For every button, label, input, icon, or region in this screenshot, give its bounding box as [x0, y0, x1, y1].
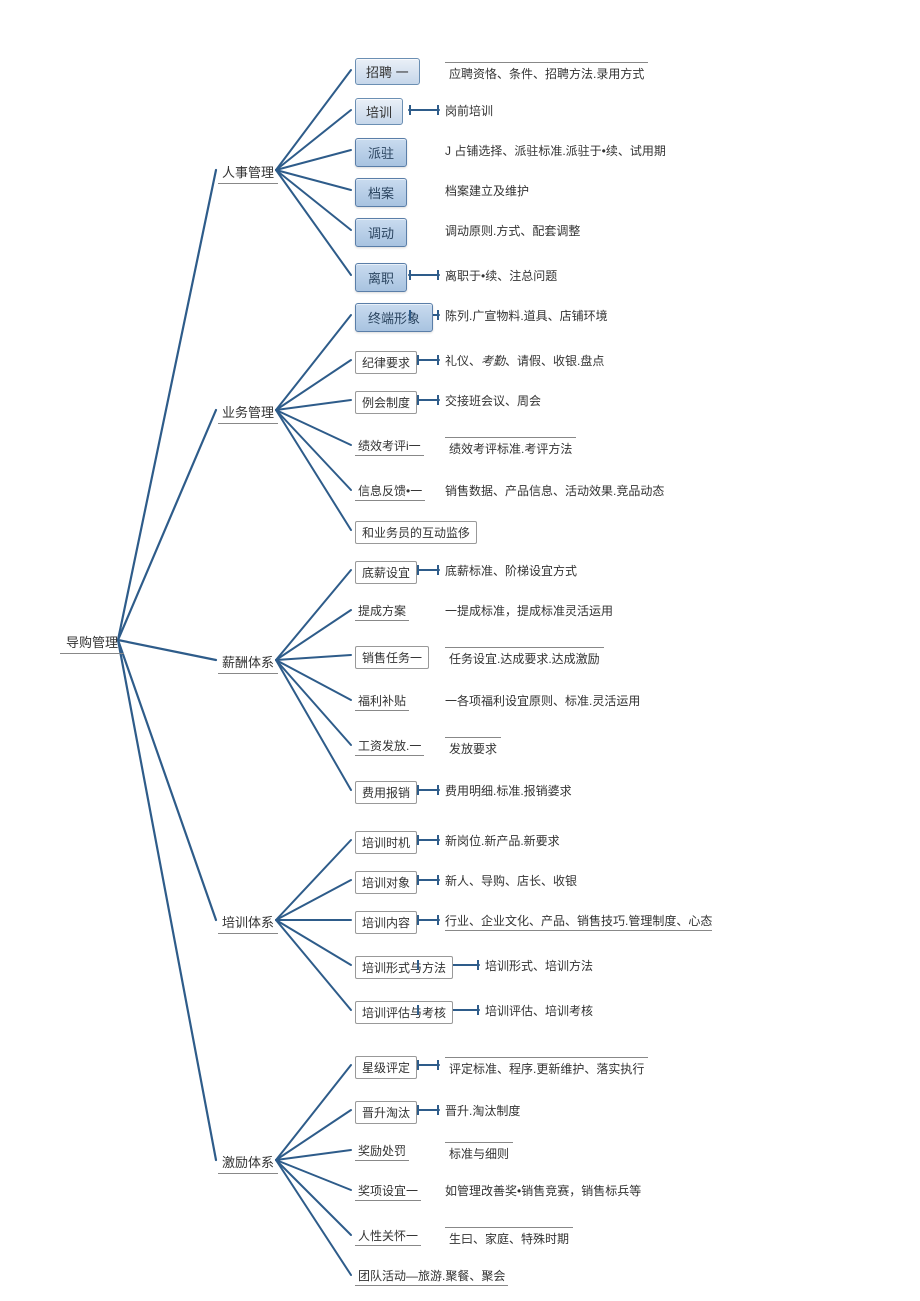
detail-hr-5: 离职于•续、注总问题	[445, 267, 557, 284]
leaf-train-2: 培训内容	[355, 911, 417, 934]
leaf-biz-0: 终端形象	[355, 303, 433, 332]
detail-incent-3: 如管理改善奖•销售竞赛，销售标兵等	[445, 1182, 641, 1199]
detail-hr-1: 岗前培训	[445, 102, 493, 119]
leaf-incent-0: 星级评定	[355, 1056, 417, 1079]
leaf-pay-4: 工资发放.一	[355, 736, 424, 756]
detail-train-4: 培训评估、培训考核	[485, 1002, 593, 1019]
branch-incent: 激励体系	[218, 1150, 278, 1174]
detail-incent-0: 评定标准、程序.更新维护、落实执行	[445, 1057, 648, 1079]
leaf-incent-2: 奖励处罚	[355, 1141, 409, 1161]
leaf-hr-3: 档案	[355, 178, 407, 207]
detail-hr-4: 调动原则.方式、配套调整	[445, 222, 580, 239]
leaf-incent-4: 人性关怀一	[355, 1226, 421, 1246]
leaf-biz-3: 绩效考评i一	[355, 436, 424, 456]
detail-pay-0: 底薪标准、阶梯设宜方式	[445, 562, 577, 579]
branch-biz: 业务管理	[218, 400, 278, 424]
detail-pay-1: 一提成标准，提成标准灵活运用	[445, 602, 613, 619]
leaf-incent-1: 晋升淘汰	[355, 1101, 417, 1124]
leaf-biz-5: 和业务员的互动监侈	[355, 521, 477, 544]
detail-incent-1: 晋升.淘汰制度	[445, 1102, 520, 1119]
detail-biz-3: 绩效考评标准.考评方法	[445, 437, 576, 459]
detail-train-2: 行业、企业文化、产品、销售技巧.管理制度、心态	[445, 912, 712, 931]
detail-biz-4: 销售数据、产品信息、活动效果.竞品动态	[445, 482, 664, 499]
detail-incent-2: 标准与细则	[445, 1142, 513, 1164]
leaf-hr-0: 招聘 一	[355, 58, 420, 85]
detail-train-0: 新岗位.新产品.新要求	[445, 832, 560, 849]
leaf-pay-0: 底薪设宜	[355, 561, 417, 584]
leaf-train-0: 培训时机	[355, 831, 417, 854]
leaf-hr-4: 调动	[355, 218, 407, 247]
leaf-hr-2: 派驻	[355, 138, 407, 167]
detail-incent-4: 生曰、家庭、特殊时期	[445, 1227, 573, 1249]
detail-hr-2: J 占铺选择、派驻标准.派驻于•续、试用期	[445, 142, 666, 159]
leaf-pay-5: 费用报销	[355, 781, 417, 804]
detail-train-1: 新人、导购、店长、收银	[445, 872, 577, 889]
detail-biz-1: 礼仪、考勤、请假、收银.盘点	[445, 352, 604, 369]
detail-train-3: 培训形式、培训方法	[485, 957, 593, 974]
leaf-train-4: 培训评估与考核	[355, 1001, 453, 1024]
leaf-pay-1: 提成方案	[355, 601, 409, 621]
detail-biz-2: 交接班会议、周会	[445, 392, 541, 409]
branch-hr: 人事管理	[218, 160, 278, 184]
leaf-hr-5: 离职	[355, 263, 407, 292]
leaf-biz-1: 纪律要求	[355, 351, 417, 374]
root-node: 导购管理	[60, 630, 124, 654]
detail-pay-4: 发放要求	[445, 737, 501, 759]
detail-hr-3: 档案建立及维护	[445, 182, 529, 199]
detail-hr-0: 应聘资恪、条件、招聘方法.录用方式	[445, 62, 648, 84]
leaf-train-1: 培训对象	[355, 871, 417, 894]
leaf-biz-4: 信息反馈•一	[355, 481, 425, 501]
detail-biz-0: 陈列.广宣物料.道具、店铺环境	[445, 307, 608, 324]
branch-pay: 薪酬体系	[218, 650, 278, 674]
leaf-incent-3: 奖项设宜一	[355, 1181, 421, 1201]
detail-pay-5: 费用明细.标准.报销婆求	[445, 782, 572, 799]
detail-pay-3: 一各项福利设宜原则、标准.灵活运用	[445, 692, 640, 709]
branch-train: 培训体系	[218, 910, 278, 934]
leaf-biz-2: 例会制度	[355, 391, 417, 414]
leaf-pay-3: 福利补贴	[355, 691, 409, 711]
detail-pay-2: 任务设宜.达成要求.达成激励	[445, 647, 604, 669]
leaf-train-3: 培训形式与方法	[355, 956, 453, 979]
leaf-incent-5: 团队活动—旅游.聚餐、聚会	[355, 1266, 508, 1286]
leaf-pay-2: 销售任务一	[355, 646, 429, 669]
leaf-hr-1: 培训	[355, 98, 403, 125]
